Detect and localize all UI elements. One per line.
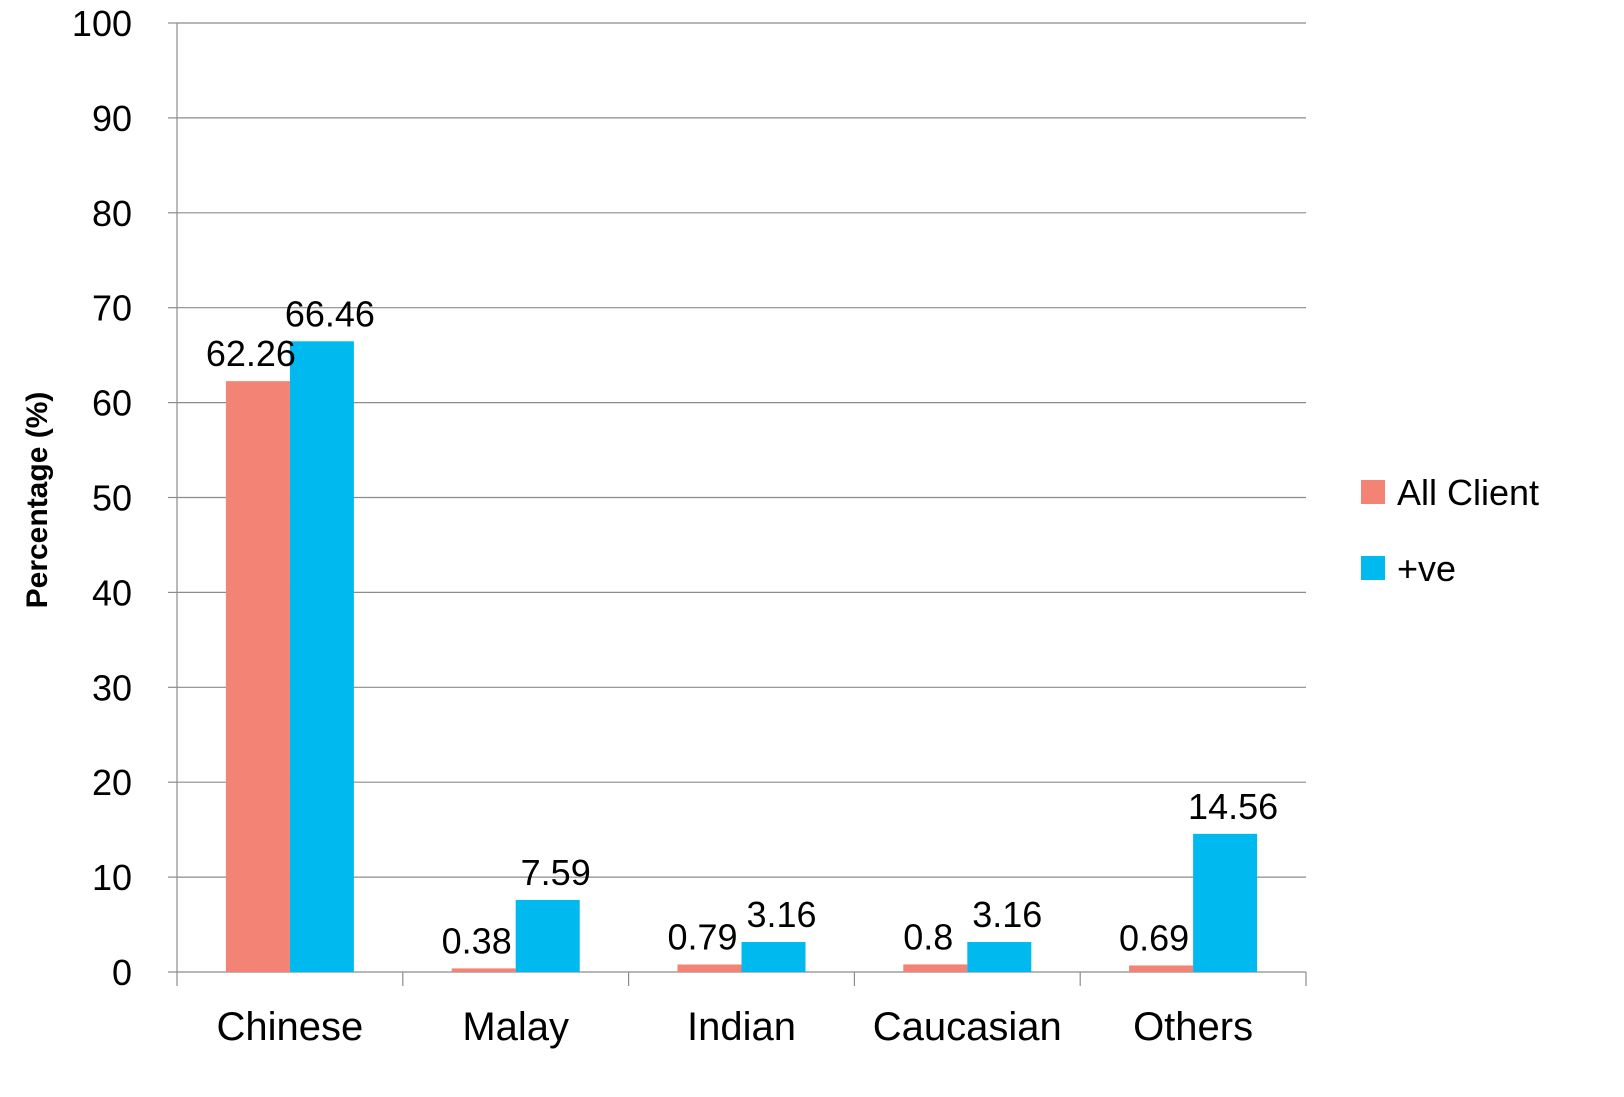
bar	[289, 341, 354, 973]
data-label: 14.56	[1188, 786, 1278, 827]
bar	[967, 942, 1032, 972]
y-tick-label: 10	[92, 857, 132, 898]
y-tick-label: 0	[112, 952, 132, 993]
legend: All Client +ve	[1361, 472, 1539, 589]
data-label: 3.16	[746, 894, 816, 935]
x-category-label: Chinese	[217, 1005, 364, 1049]
x-category-label: Others	[1133, 1005, 1253, 1049]
y-tick-label: 60	[92, 383, 132, 424]
legend-swatch	[1361, 480, 1385, 504]
bar	[903, 964, 968, 972]
legend-swatch	[1361, 556, 1385, 580]
data-label: 0.8	[903, 916, 953, 957]
x-category-label: Indian	[687, 1005, 796, 1049]
bar	[451, 968, 516, 972]
y-tick-label: 80	[92, 193, 132, 234]
y-tick-label: 30	[92, 667, 132, 708]
bar	[741, 942, 806, 972]
y-tick-label: 40	[92, 572, 132, 613]
y-tick-label: 20	[92, 762, 132, 803]
bar	[677, 964, 742, 972]
y-tick-label: 90	[92, 98, 132, 139]
axes: 0 10 20 30 40 50 60 70 80 90 100 Chinese Malay Indian…	[72, 3, 1307, 1049]
y-axis-title: Percentage (%)	[21, 392, 54, 609]
bar	[225, 381, 290, 972]
x-category-label: Malay	[462, 1005, 569, 1049]
bars	[225, 341, 1258, 973]
data-label: 66.46	[285, 293, 375, 334]
data-label: 62.26	[206, 333, 296, 374]
data-label: 7.59	[521, 852, 591, 893]
y-tick-label: 70	[92, 288, 132, 329]
data-label: 0.79	[667, 917, 737, 958]
y-tick-label: 50	[92, 478, 132, 519]
bar	[1129, 965, 1194, 972]
x-category-label: Caucasian	[873, 1005, 1062, 1049]
gridlines	[177, 22, 1306, 878]
data-labels: 62.26 0.38 0.79 0.8 0.69 66.46 7.59 3.16 3.16 14.…	[206, 293, 1278, 961]
legend-label: All Client	[1397, 472, 1539, 513]
data-label: 0.69	[1119, 917, 1189, 958]
y-tick-label: 100	[72, 3, 132, 44]
legend-label: +ve	[1397, 548, 1456, 589]
bar	[515, 899, 580, 972]
data-label: 0.38	[442, 920, 512, 961]
bar	[1193, 833, 1258, 972]
data-label: 3.16	[972, 894, 1042, 935]
